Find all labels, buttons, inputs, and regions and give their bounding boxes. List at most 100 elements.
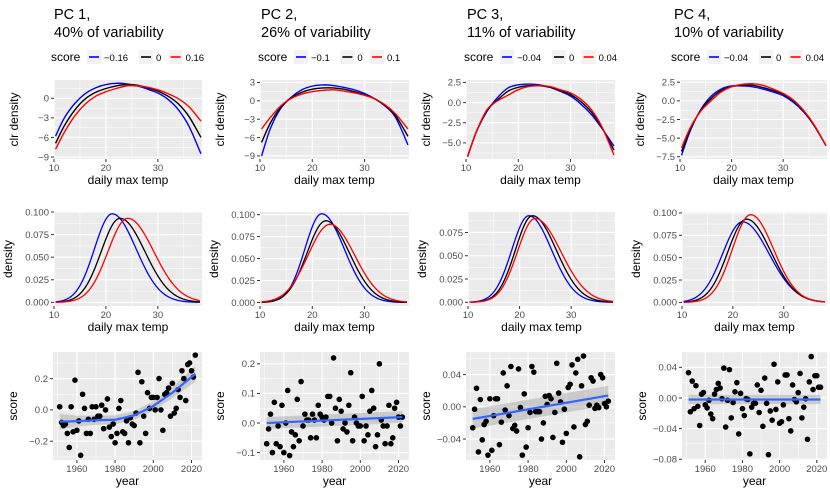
score-point: [485, 452, 491, 458]
score-point: [332, 405, 339, 412]
score-point: [739, 405, 746, 412]
x-tick-label: 2000: [769, 464, 790, 475]
y-tick-label: 0.04: [659, 363, 678, 374]
legend-label: 0: [357, 53, 362, 64]
score-point: [799, 415, 805, 421]
score-point: [511, 422, 518, 429]
y-tick-label: 0.0: [35, 405, 48, 416]
trend-line: [59, 373, 197, 423]
y-tick-label: 0.1: [242, 389, 255, 400]
score-point: [477, 396, 484, 403]
score-point: [97, 413, 103, 419]
score-point: [269, 449, 276, 456]
x-axis-title: daily max temp: [88, 173, 169, 187]
score-point: [135, 369, 141, 376]
y-axis-title: score: [419, 391, 433, 421]
panel-clr: 10 20 30 2.5 0.0 −2.5 −5.0 −7.5 daily max temp cl…: [633, 78, 827, 187]
score-point: [771, 361, 777, 368]
score-point: [336, 396, 343, 403]
score-point: [515, 366, 522, 372]
x-axis-title: daily max temp: [294, 320, 375, 334]
score-point: [361, 437, 367, 444]
score-point: [732, 389, 738, 395]
pc-title-line2: 11% of variability: [467, 25, 576, 41]
score-point: [734, 379, 740, 386]
y-tick-label: 0.000: [439, 298, 463, 309]
score-point: [315, 402, 322, 409]
x-tick-label: 2020: [594, 464, 615, 475]
x-tick-label: 1960: [66, 464, 87, 475]
score-point: [179, 367, 185, 374]
x-tick-label: 20: [726, 163, 737, 174]
score-point: [142, 430, 149, 437]
score-point: [288, 429, 295, 435]
score-point: [721, 365, 727, 371]
score-point: [761, 375, 768, 381]
y-axis-title: clr density: [633, 92, 647, 146]
y-tick-label: 0.04: [443, 370, 462, 381]
data-layer: [680, 83, 827, 156]
x-tick-label: 30: [566, 310, 577, 321]
panel-scores: 1960 1980 2000 2020 −0.1 0.0 0.1 0.2 year score: [213, 352, 409, 488]
legend-label: −0.04: [724, 53, 748, 64]
score-point: [810, 386, 816, 393]
score-point: [586, 402, 593, 408]
score-point: [561, 406, 568, 413]
y-axis-title: clr density: [213, 92, 227, 146]
pc-title-line2: 10% of variability: [674, 25, 784, 41]
score-point: [77, 452, 84, 459]
y-tick-label: 0.075: [25, 230, 49, 241]
score-point: [279, 402, 285, 409]
score-point: [502, 407, 508, 413]
panel-scores: 1960 1980 2000 2020 −0.04 0.00 0.04 year score: [419, 352, 615, 488]
x-tick-label: 2000: [350, 464, 371, 475]
score-point: [813, 372, 820, 379]
score-point: [806, 379, 813, 385]
score-point: [100, 425, 107, 432]
y-tick-label: −3: [244, 114, 255, 125]
score-point: [778, 418, 785, 425]
score-point: [294, 396, 301, 403]
score-point: [137, 439, 143, 446]
score-point: [81, 405, 88, 412]
clr-curve-pos: [261, 89, 409, 130]
data-layer: [685, 353, 824, 458]
score-point: [389, 435, 396, 441]
score-point: [340, 426, 346, 432]
legend-label: 0.04: [806, 53, 825, 64]
x-tick-label: 30: [565, 163, 576, 174]
x-tick-label: 20: [307, 163, 318, 174]
legend-title: score: [51, 50, 81, 64]
score-point: [323, 414, 329, 420]
score-point: [789, 382, 796, 388]
score-point: [536, 408, 543, 415]
score-point: [338, 408, 344, 414]
score-point: [708, 411, 714, 417]
score-point: [523, 444, 529, 450]
trend-line: [472, 394, 609, 420]
legend-label: 0.1: [387, 53, 400, 64]
score-point: [578, 383, 585, 389]
y-axis-title: score: [213, 391, 227, 421]
legend: score −0.16 0 0.16: [51, 50, 204, 64]
score-point: [372, 443, 379, 450]
score-point: [118, 397, 124, 404]
score-point: [171, 410, 178, 416]
score-point: [693, 382, 699, 389]
score-point: [359, 393, 365, 400]
score-point: [479, 437, 486, 443]
density-curve-pos: [683, 214, 826, 303]
score-point: [573, 370, 579, 376]
score-point: [102, 407, 109, 413]
score-point: [93, 403, 99, 410]
legend-label: −0.16: [104, 53, 128, 64]
x-tick-label: 10: [255, 163, 266, 174]
score-point: [741, 412, 748, 419]
y-tick-label: −0.04: [437, 434, 461, 445]
y-tick-label: −0.04: [653, 424, 677, 435]
score-point: [580, 353, 587, 359]
x-tick-label: 20: [101, 310, 112, 321]
score-point: [263, 440, 270, 447]
score-point: [576, 453, 583, 460]
